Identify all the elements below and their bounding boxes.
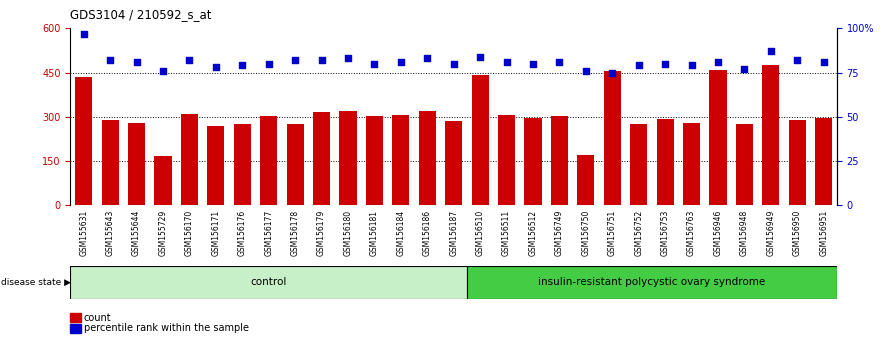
Bar xyxy=(181,114,198,205)
Bar xyxy=(656,119,674,205)
Text: GSM156948: GSM156948 xyxy=(740,210,749,256)
Bar xyxy=(467,266,837,299)
Point xyxy=(764,48,778,54)
Point xyxy=(182,57,196,63)
Text: GSM156949: GSM156949 xyxy=(766,210,775,256)
Bar xyxy=(233,124,251,205)
Bar xyxy=(736,124,753,205)
Text: control: control xyxy=(250,277,287,287)
Text: count: count xyxy=(84,313,111,322)
Bar xyxy=(260,116,278,205)
Text: GDS3104 / 210592_s_at: GDS3104 / 210592_s_at xyxy=(70,8,212,21)
Bar xyxy=(70,266,467,299)
Point xyxy=(315,57,329,63)
Point xyxy=(711,59,725,65)
Text: disease state ▶: disease state ▶ xyxy=(1,278,70,287)
Text: GSM156951: GSM156951 xyxy=(819,210,828,256)
Bar xyxy=(154,156,172,205)
Point xyxy=(394,59,408,65)
Bar xyxy=(630,124,648,205)
Text: GSM156184: GSM156184 xyxy=(396,210,405,256)
Bar xyxy=(366,116,383,205)
Bar xyxy=(551,116,568,205)
Bar xyxy=(471,75,489,205)
Text: GSM156751: GSM156751 xyxy=(608,210,617,256)
Text: GSM156749: GSM156749 xyxy=(555,210,564,256)
Point xyxy=(632,63,646,68)
Text: GSM156179: GSM156179 xyxy=(317,210,326,256)
Text: GSM156186: GSM156186 xyxy=(423,210,432,256)
Bar xyxy=(498,115,515,205)
Bar xyxy=(709,70,727,205)
Text: percentile rank within the sample: percentile rank within the sample xyxy=(84,323,248,333)
Bar xyxy=(128,123,145,205)
Text: GSM156177: GSM156177 xyxy=(264,210,273,256)
Bar xyxy=(683,123,700,205)
Text: GSM156752: GSM156752 xyxy=(634,210,643,256)
Point xyxy=(262,61,276,67)
Point xyxy=(103,57,117,63)
Point xyxy=(579,68,593,74)
Point xyxy=(817,59,831,65)
Bar xyxy=(524,118,542,205)
Bar xyxy=(418,111,436,205)
Point xyxy=(130,59,144,65)
Bar xyxy=(101,120,119,205)
Text: GSM156511: GSM156511 xyxy=(502,210,511,256)
Bar xyxy=(788,120,806,205)
Point xyxy=(685,63,699,68)
Bar xyxy=(815,118,833,205)
Bar xyxy=(445,121,463,205)
Point xyxy=(209,64,223,70)
Bar xyxy=(286,124,304,205)
Bar xyxy=(603,71,621,205)
Text: GSM156763: GSM156763 xyxy=(687,210,696,256)
Text: GSM156187: GSM156187 xyxy=(449,210,458,256)
Text: GSM156510: GSM156510 xyxy=(476,210,485,256)
Text: GSM156946: GSM156946 xyxy=(714,210,722,256)
Point xyxy=(605,70,619,75)
Text: insulin-resistant polycystic ovary syndrome: insulin-resistant polycystic ovary syndr… xyxy=(538,277,766,287)
Point xyxy=(658,61,672,67)
Text: GSM156170: GSM156170 xyxy=(185,210,194,256)
Text: GSM156178: GSM156178 xyxy=(291,210,300,256)
Text: GSM156181: GSM156181 xyxy=(370,210,379,256)
Text: GSM156171: GSM156171 xyxy=(211,210,220,256)
Bar xyxy=(577,155,595,205)
Point xyxy=(156,68,170,74)
Text: GSM156950: GSM156950 xyxy=(793,210,802,256)
Text: GSM156176: GSM156176 xyxy=(238,210,247,256)
Point xyxy=(77,31,91,36)
Text: GSM156512: GSM156512 xyxy=(529,210,537,256)
Point xyxy=(552,59,566,65)
Bar xyxy=(392,115,410,205)
Point xyxy=(235,63,249,68)
Point xyxy=(790,57,804,63)
Point xyxy=(447,61,461,67)
Bar xyxy=(762,65,780,205)
Text: GSM155643: GSM155643 xyxy=(106,210,115,256)
Text: GSM155729: GSM155729 xyxy=(159,210,167,256)
Point xyxy=(526,61,540,67)
Point xyxy=(367,61,381,67)
Bar xyxy=(75,77,93,205)
Point xyxy=(473,54,487,59)
Point xyxy=(288,57,302,63)
Text: GSM156753: GSM156753 xyxy=(661,210,670,256)
Text: GSM156180: GSM156180 xyxy=(344,210,352,256)
Bar xyxy=(313,113,330,205)
Text: GSM155644: GSM155644 xyxy=(132,210,141,256)
Text: GSM156750: GSM156750 xyxy=(581,210,590,256)
Point xyxy=(420,56,434,61)
Point xyxy=(500,59,514,65)
Point xyxy=(341,56,355,61)
Text: GSM155631: GSM155631 xyxy=(79,210,88,256)
Bar xyxy=(339,111,357,205)
Point xyxy=(737,66,751,72)
Bar xyxy=(207,126,225,205)
